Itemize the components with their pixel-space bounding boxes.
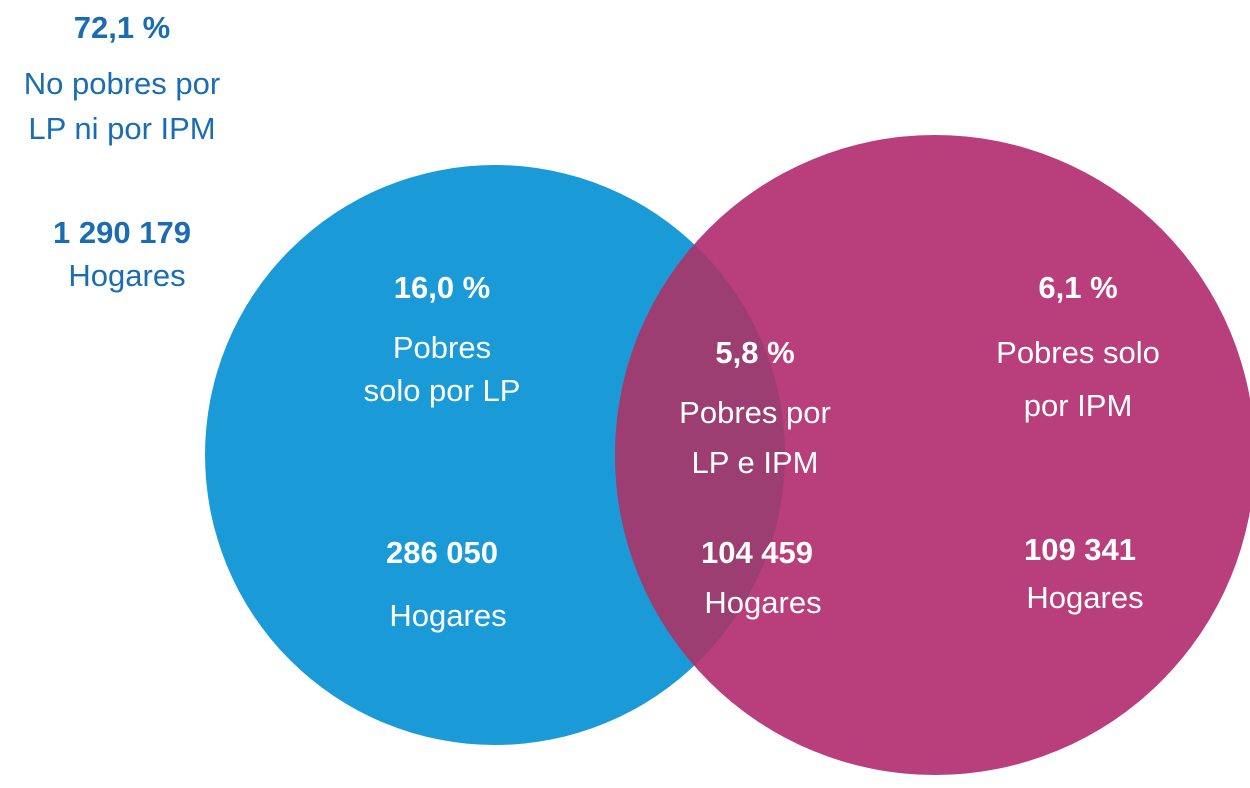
percent: 5,8 % xyxy=(715,335,794,370)
label: solo por LP xyxy=(364,373,521,408)
unit: Hogares xyxy=(389,598,506,633)
label: No pobres por xyxy=(24,66,220,101)
label: Pobres por xyxy=(679,395,831,430)
label: por IPM xyxy=(1024,388,1133,423)
percent: 72,1 % xyxy=(74,10,171,45)
count: 286 050 xyxy=(386,535,498,570)
unit: Hogares xyxy=(1026,580,1143,615)
label: LP e IPM xyxy=(692,445,819,480)
percent: 6,1 % xyxy=(1038,270,1117,305)
count: 1 290 179 xyxy=(53,215,191,250)
unit: Hogares xyxy=(704,585,821,620)
unit: Hogares xyxy=(68,258,185,293)
circle-ipm xyxy=(615,135,1250,775)
label: Pobres xyxy=(393,330,491,365)
label: Pobres solo xyxy=(996,335,1160,370)
percent: 16,0 % xyxy=(394,270,491,305)
count: 109 341 xyxy=(1024,532,1136,567)
circle-lp xyxy=(205,165,785,745)
label: LP ni por IPM xyxy=(28,111,215,146)
count: 104 459 xyxy=(701,535,813,570)
